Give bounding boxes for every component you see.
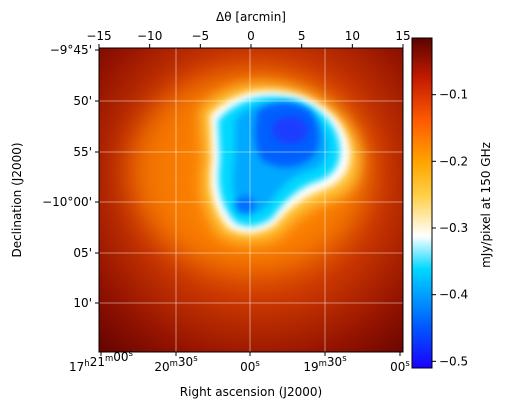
top-tick-label: −10: [137, 29, 162, 43]
top-tick-label: 0: [247, 29, 255, 43]
colorbar-tick-label: −0.4: [439, 288, 468, 302]
colorbar-tick-label: −0.1: [439, 88, 468, 102]
colorbar-tick-label: −0.5: [439, 354, 468, 368]
colorbar-tick-label: −0.2: [439, 154, 468, 168]
top-tick-label: 5: [298, 29, 306, 43]
dec-tick-label: −9°45': [50, 43, 92, 57]
grid-lines: [99, 48, 403, 352]
colorbar-tick-label: −0.3: [439, 221, 468, 235]
dec-tick-label: 10': [73, 296, 92, 310]
top-tick-label: 15: [395, 29, 410, 43]
ra-tick-label: 20m30s: [154, 354, 198, 374]
dec-tick-label: −10°00': [42, 195, 92, 209]
colorbar: [411, 37, 433, 369]
colorbar-label: mJy/pixel at 150 GHz: [479, 142, 493, 268]
ra-tick-label: 00s: [390, 359, 410, 374]
left-axis-ticks: −9°45' 50' 55' −10°00' 05' 10': [42, 43, 99, 310]
dec-tick-label: 05': [73, 246, 92, 260]
top-axis-ticks: −15 −10 −5 0 5 10 15: [86, 29, 411, 48]
top-axis-label: Δθ [arcmin]: [216, 10, 286, 24]
colorbar-ticks: −0.1 −0.2 −0.3 −0.4 −0.5: [432, 88, 468, 368]
ra-tick-label: 17h21m00s: [69, 349, 134, 374]
y-axis-label: Declination (J2000): [10, 142, 24, 257]
dec-tick-label: 50': [73, 94, 92, 108]
top-tick-label: −5: [191, 29, 209, 43]
bottom-axis-ticks: 17h21m00s 20m30s 00s 19m30s 00s: [69, 349, 410, 374]
x-axis-label: Right ascension (J2000): [180, 385, 322, 399]
heatmap-image: [99, 48, 403, 352]
top-tick-label: 10: [345, 29, 360, 43]
ra-tick-label: 19m30s: [303, 354, 347, 374]
top-tick-label: −15: [86, 29, 111, 43]
ra-tick-label: 00s: [240, 359, 260, 374]
dec-tick-label: 55': [73, 145, 92, 159]
